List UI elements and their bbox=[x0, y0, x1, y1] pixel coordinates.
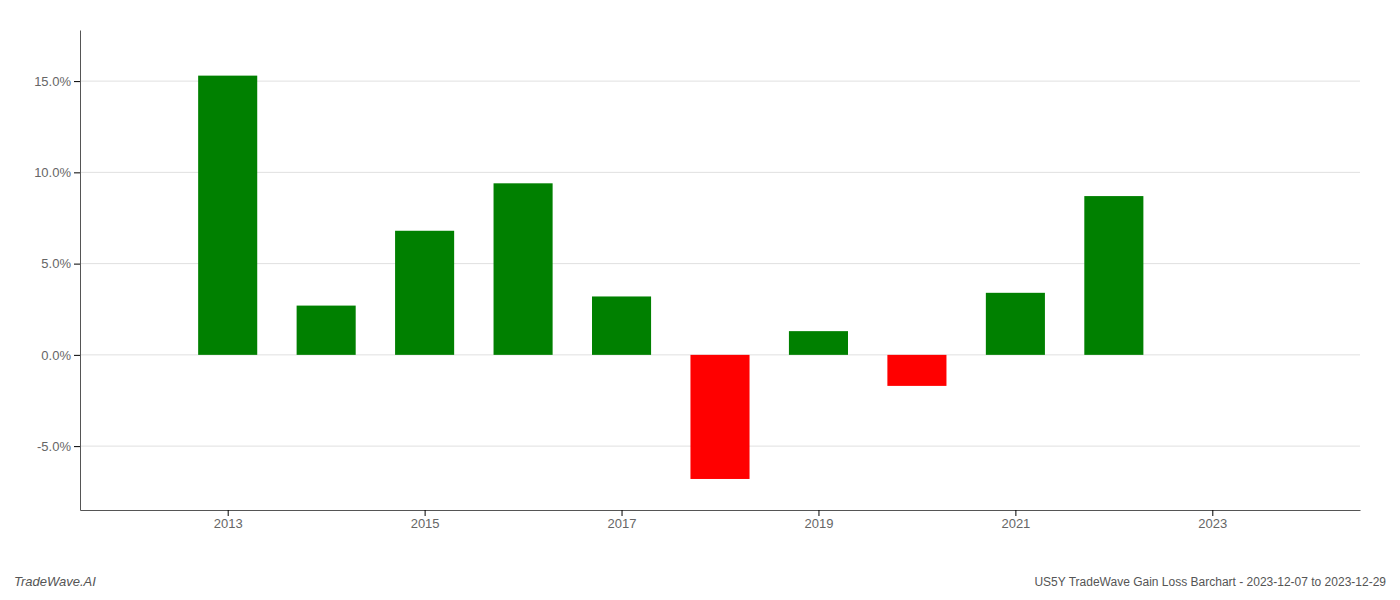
x-tick: 2015 bbox=[411, 510, 440, 531]
bar bbox=[592, 296, 651, 354]
bar bbox=[494, 183, 553, 355]
y-tick-mark bbox=[74, 172, 80, 173]
y-tick: -5.0% bbox=[37, 439, 80, 454]
bar bbox=[1084, 196, 1143, 355]
y-tick: 0.0% bbox=[41, 348, 80, 363]
chart: -5.0%0.0%5.0%10.0%15.0%20132015201720192… bbox=[0, 0, 1400, 600]
y-tick: 15.0% bbox=[34, 74, 80, 89]
title: US5Y TradeWave Gain Loss Barchart - 2023… bbox=[1034, 575, 1386, 589]
y-axis-line bbox=[80, 31, 81, 511]
plot: -5.0%0.0%5.0%10.0%15.0%20132015201720192… bbox=[34, 31, 1360, 532]
x-tick-mark bbox=[1015, 510, 1016, 516]
x-tick-label: 2017 bbox=[608, 516, 637, 531]
x-tick-mark bbox=[818, 510, 819, 516]
bar bbox=[395, 231, 454, 355]
x-tick: 2019 bbox=[805, 510, 834, 531]
x-tick: 2023 bbox=[1198, 510, 1227, 531]
y-tick-mark bbox=[74, 264, 80, 265]
bar bbox=[887, 355, 946, 386]
x-tick: 2017 bbox=[608, 510, 637, 531]
y-axis: -5.0% 0.0% 5.0% 10.0% 15.0% bbox=[34, 31, 80, 511]
y-tick-mark bbox=[74, 446, 80, 447]
bar bbox=[297, 306, 356, 355]
y-tick-label: 10.0% bbox=[34, 165, 71, 180]
grid-line bbox=[80, 172, 1360, 173]
x-tick-mark bbox=[425, 510, 426, 516]
y-tick-label: -5.0% bbox=[37, 439, 71, 454]
y-tick-label: 15.0% bbox=[34, 74, 71, 89]
x-tick-label: 2021 bbox=[1001, 516, 1030, 531]
y-tick-label: 5.0% bbox=[41, 256, 71, 271]
bar bbox=[986, 293, 1045, 355]
bar bbox=[198, 76, 257, 355]
x-tick-label: 2013 bbox=[214, 516, 243, 531]
bar bbox=[789, 331, 848, 355]
y-tick-mark bbox=[74, 81, 80, 82]
grid-line bbox=[80, 81, 1360, 82]
footer-annotation: TradeWave.AI bbox=[14, 574, 96, 589]
y-tick-label: 0.0% bbox=[41, 348, 71, 363]
x-tick: 2013 bbox=[214, 510, 243, 531]
y-tick: 5.0% bbox=[41, 256, 80, 271]
x-axis-line bbox=[81, 510, 1361, 511]
x-tick-mark bbox=[1212, 510, 1213, 516]
x-tick-label: 2023 bbox=[1198, 516, 1227, 531]
y-tick: 10.0% bbox=[34, 165, 80, 180]
x-axis: 2013 2015 2017 2019 2021 2023 bbox=[81, 510, 1361, 531]
x-tick-mark bbox=[622, 510, 623, 516]
x-tick-label: 2015 bbox=[411, 516, 440, 531]
grid-line bbox=[80, 263, 1360, 264]
y-tick-mark bbox=[74, 355, 80, 356]
bar bbox=[690, 355, 749, 479]
x-tick: 2021 bbox=[1001, 510, 1030, 531]
bars bbox=[198, 76, 1143, 479]
x-tick-label: 2019 bbox=[805, 516, 834, 531]
x-tick-mark bbox=[228, 510, 229, 516]
